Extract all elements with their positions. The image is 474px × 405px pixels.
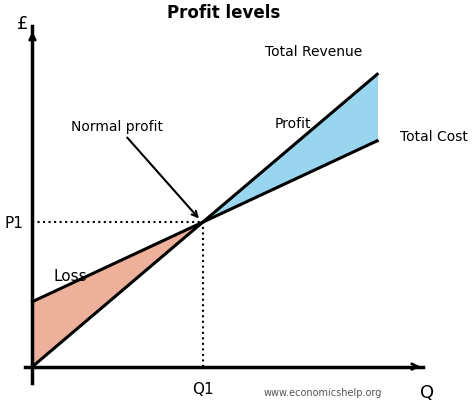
Text: www.economicshelp.org: www.economicshelp.org: [263, 387, 382, 397]
Text: Loss: Loss: [54, 269, 88, 283]
Text: Q1: Q1: [192, 381, 213, 396]
Text: Q: Q: [420, 383, 434, 401]
Text: Normal profit: Normal profit: [71, 119, 197, 217]
Text: Profit: Profit: [274, 117, 311, 131]
Text: P1: P1: [4, 215, 23, 230]
Text: Total Cost: Total Cost: [400, 130, 468, 144]
Text: Total Revenue: Total Revenue: [264, 45, 362, 59]
Text: £: £: [17, 15, 28, 33]
Polygon shape: [203, 75, 377, 223]
Title: Profit levels: Profit levels: [167, 4, 281, 22]
Polygon shape: [32, 223, 203, 367]
